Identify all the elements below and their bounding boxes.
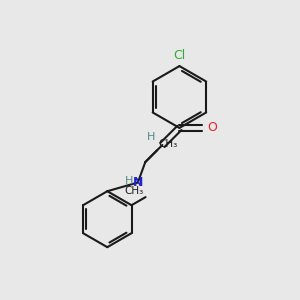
Text: Cl: Cl xyxy=(173,49,186,62)
Text: CH₃: CH₃ xyxy=(159,139,178,148)
Text: H: H xyxy=(147,132,155,142)
Text: H: H xyxy=(125,176,134,186)
Text: N: N xyxy=(133,176,143,189)
Text: O: O xyxy=(208,122,218,134)
Text: CH₃: CH₃ xyxy=(124,186,143,196)
